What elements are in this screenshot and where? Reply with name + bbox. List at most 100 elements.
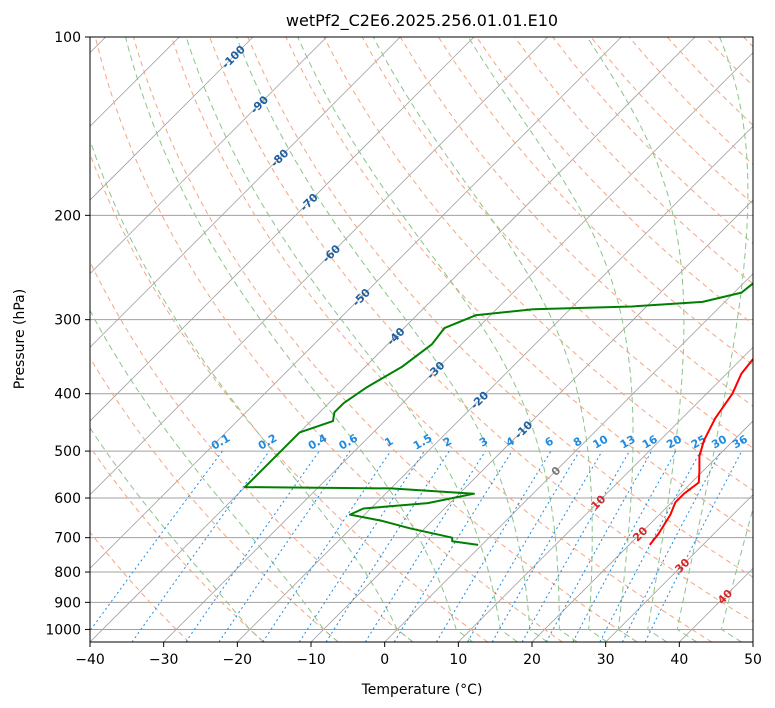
dry-adiabat-line: [90, 531, 190, 642]
mixing-ratio-line: [298, 450, 425, 642]
dry-adiabat-line: [704, 37, 753, 87]
y-tick-label: 100: [54, 30, 81, 46]
mixing-ratio-line: [131, 450, 270, 642]
mixing-ratio-line: [644, 450, 743, 642]
temperature-profile-line: [648, 357, 753, 546]
mixing-ratio-label: 10: [591, 432, 611, 451]
mixing-ratio-label: 8: [571, 435, 584, 450]
dry-adiabat-line: [514, 37, 753, 285]
isotherm-label: -100: [219, 43, 248, 72]
moist-adiabat-line: [720, 506, 753, 642]
moist-adiabat-line: [676, 37, 749, 642]
mixing-ratio-line: [325, 450, 450, 642]
mixing-ratio-label: 1: [382, 435, 395, 450]
isotherm-label: -10: [512, 418, 535, 441]
mixing-ratio-line: [185, 450, 320, 642]
moist-adiabat-line: [586, 37, 685, 642]
isotherm-label: -70: [298, 191, 321, 214]
dry-adiabat-line: [209, 37, 753, 623]
mixing-ratio-label: 2: [441, 435, 454, 450]
mixing-ratio-label: 0.4: [306, 431, 330, 452]
isotherm-label: 0: [549, 464, 564, 479]
isotherm-label: 30: [672, 556, 692, 576]
moist-adiabat-line: [236, 37, 548, 642]
isotherm-line: [752, 641, 753, 642]
x-tick-label: −20: [223, 652, 253, 668]
moist-adiabat-line: [90, 309, 339, 642]
mixing-ratio-line: [599, 450, 701, 642]
mixing-ratio-label: 36: [730, 432, 750, 451]
y-tick-label: 500: [54, 444, 81, 460]
moist-adiabat-line: [185, 37, 518, 642]
y-tick-label: 200: [54, 208, 81, 224]
mixing-ratio-line: [364, 450, 486, 642]
dry-adiabat-line: [399, 37, 753, 407]
mixing-ratio-label: 6: [543, 434, 556, 449]
dry-adiabat-line: [590, 37, 753, 205]
isotherm-line: [237, 125, 753, 642]
isotherm-label: -30: [424, 359, 447, 382]
x-axis-label: Temperature (°C): [361, 682, 483, 698]
y-tick-label: 300: [54, 313, 81, 329]
y-tick-label: 700: [54, 531, 81, 547]
isotherm-label: -20: [468, 389, 491, 412]
dry-adiabat-line: [437, 37, 753, 366]
chart-title: wetPf2_C2E6.2025.256.01.01.E10: [286, 11, 558, 31]
mixing-ratio-label: 20: [664, 432, 684, 451]
dry-adiabat-line: [743, 37, 753, 48]
dry-adiabat-line: [90, 260, 414, 642]
isotherm-line: [605, 494, 753, 642]
dry-adiabat-line: [361, 37, 753, 449]
isotherm-line: [90, 37, 696, 642]
isotherm-line: [90, 37, 254, 201]
moist-adiabat-line: [90, 138, 414, 642]
isotherm-line: [90, 37, 327, 275]
x-tick-label: −10: [296, 652, 326, 668]
dry-adiabat-line: [247, 37, 753, 578]
isotherm-label: -60: [320, 242, 343, 265]
mixing-ratio-label: 30: [709, 432, 729, 451]
dry-adiabat-line: [90, 446, 264, 642]
axes: −40 −30 −20 −10 0 10 20 30 40 5010020030040050060…: [45, 30, 762, 668]
isotherm-line: [163, 52, 753, 642]
x-tick-label: −40: [75, 652, 105, 668]
y-tick-label: 400: [54, 387, 81, 403]
isotherm-line: [90, 37, 401, 348]
isotherm-line: [384, 273, 753, 642]
y-tick-label: 900: [54, 595, 81, 611]
mixing-ratio-line: [90, 450, 223, 632]
mixing-ratio-line: [491, 450, 603, 642]
isotherm-line: [531, 420, 753, 642]
moist-adiabat-line: [372, 37, 608, 642]
y-tick-label: 800: [54, 565, 81, 581]
mixing-ratio-label: 0.1: [209, 432, 232, 453]
moist-adiabat-line: [125, 37, 474, 642]
x-tick-label: 0: [380, 652, 389, 668]
isotherm-label: 40: [715, 587, 735, 607]
dewpoint-profile-line: [243, 282, 753, 546]
plot-frame: [89, 36, 754, 643]
isotherm-line: [90, 37, 622, 569]
x-tick-label: 20: [523, 652, 541, 668]
isotherm-label: -40: [384, 325, 407, 348]
isotherm-line: [310, 199, 753, 642]
moist-adiabat-line: [297, 37, 578, 642]
x-tick-label: 40: [670, 652, 688, 668]
x-tick-label: −30: [149, 652, 179, 668]
mixing-ratio-line: [521, 450, 630, 642]
dry-adiabat-line: [132, 37, 638, 642]
mixing-ratio-line: [621, 450, 722, 642]
y-tick-label: 600: [54, 491, 81, 507]
dry-adiabat-line: [171, 37, 712, 642]
mixing-ratio-label: 3: [477, 435, 490, 450]
mixing-ratio-label: 16: [640, 432, 660, 451]
moist-adiabat-line: [467, 37, 638, 642]
mixing-ratio-line: [545, 450, 653, 642]
isotherm-label: 20: [630, 524, 650, 544]
isotherm-label: -50: [350, 286, 373, 309]
mixing-ratio-line: [467, 450, 580, 642]
isotherm-line: [90, 37, 548, 496]
y-axis-label: Pressure (hPa): [12, 289, 28, 389]
mixing-ratio-line: [572, 450, 677, 642]
